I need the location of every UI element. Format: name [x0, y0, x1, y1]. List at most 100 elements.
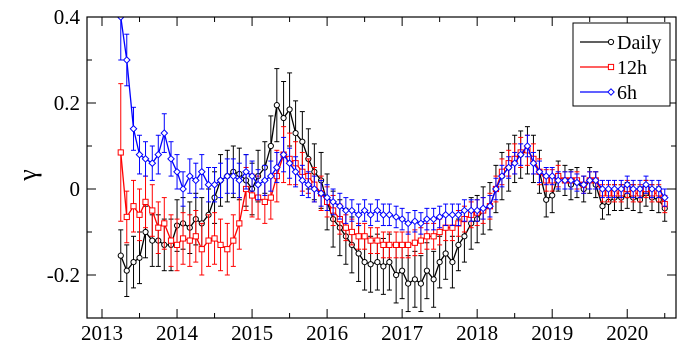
x-tick-label: 2019	[531, 321, 573, 345]
data-point	[335, 202, 344, 211]
data-point	[341, 206, 350, 215]
data-point	[510, 159, 519, 168]
plot-frame	[86, 16, 677, 319]
data-point	[436, 259, 443, 266]
y-tick-label: 0.4	[54, 5, 81, 29]
data-point	[435, 213, 444, 221]
data-point	[261, 198, 268, 206]
data-point	[423, 233, 430, 240]
series-layer	[116, 17, 669, 313]
data-point	[254, 180, 262, 189]
data-point	[654, 185, 663, 193]
data-point	[404, 219, 413, 228]
data-point	[286, 106, 293, 113]
data-point	[310, 185, 319, 193]
data-point	[460, 206, 469, 215]
data-point	[224, 246, 231, 253]
data-point	[367, 237, 374, 244]
data-point	[285, 159, 294, 168]
data-point	[380, 241, 387, 249]
data-point	[179, 235, 187, 242]
data-point	[417, 280, 424, 287]
data-point	[636, 185, 644, 193]
data-point	[411, 239, 418, 246]
x-tick-label: 2017	[381, 321, 423, 345]
data-point	[348, 228, 355, 236]
data-point	[399, 267, 406, 274]
data-point	[411, 276, 418, 283]
data-point	[386, 259, 393, 266]
data-point	[248, 172, 256, 181]
data-point	[543, 196, 550, 203]
data-point	[347, 206, 356, 215]
data-point	[361, 233, 368, 240]
data-point	[461, 233, 468, 240]
data-point	[486, 202, 494, 211]
data-point	[429, 215, 438, 224]
data-point	[360, 206, 369, 215]
legend-entry-daily: Daily	[580, 32, 661, 54]
data-point	[216, 176, 225, 185]
data-point	[373, 206, 382, 215]
data-point	[398, 215, 407, 224]
legend-label: 6h	[617, 82, 637, 104]
data-point	[280, 114, 287, 122]
data-point	[422, 215, 431, 224]
data-point	[430, 276, 437, 283]
data-point	[230, 237, 237, 244]
data-point	[266, 172, 275, 181]
data-point	[272, 163, 281, 172]
data-point	[455, 241, 462, 248]
data-point	[648, 185, 656, 193]
x-tick-label: 2013	[81, 321, 123, 345]
data-point	[304, 180, 313, 189]
data-point	[604, 185, 613, 193]
data-point	[599, 203, 606, 210]
data-point	[342, 224, 349, 231]
data-point	[449, 259, 456, 266]
data-point	[161, 220, 168, 227]
data-point	[355, 250, 362, 257]
data-point	[585, 176, 594, 185]
data-point	[136, 211, 143, 218]
data-point	[549, 192, 556, 199]
data-point	[417, 237, 424, 244]
data-point	[393, 241, 400, 249]
data-point	[529, 159, 538, 168]
data-point	[130, 259, 137, 266]
data-point	[179, 185, 187, 193]
data-point	[610, 185, 619, 193]
series-6h	[116, 17, 669, 235]
data-point	[386, 241, 393, 249]
data-point	[454, 210, 463, 219]
data-point	[317, 189, 326, 198]
data-point	[298, 176, 307, 185]
data-point	[210, 180, 219, 189]
series-line	[120, 149, 666, 251]
data-point	[523, 142, 532, 150]
data-point	[148, 159, 157, 168]
data-point	[267, 194, 274, 201]
data-point	[467, 206, 476, 215]
legend-entry-6h: 6h	[580, 82, 637, 104]
data-point	[629, 185, 638, 193]
data-point	[361, 259, 368, 266]
data-point	[436, 228, 443, 236]
data-point	[173, 241, 181, 249]
legend-label: Daily	[617, 32, 661, 54]
axes-layer: 2013 2014 2015 2016 2017 2018 2019 2020 -0.2 0 0.2…	[47, 5, 676, 345]
data-point	[623, 180, 632, 189]
data-point	[198, 246, 205, 253]
data-point	[205, 237, 212, 244]
data-point	[393, 271, 400, 279]
y-tick-label: -0.2	[47, 263, 80, 287]
data-point	[542, 172, 551, 181]
data-point	[155, 224, 162, 231]
data-point	[167, 154, 175, 163]
data-point	[192, 233, 199, 240]
data-point	[123, 213, 130, 221]
data-point	[410, 217, 419, 226]
data-point	[260, 176, 269, 185]
data-point	[242, 167, 250, 176]
data-point	[561, 176, 569, 185]
